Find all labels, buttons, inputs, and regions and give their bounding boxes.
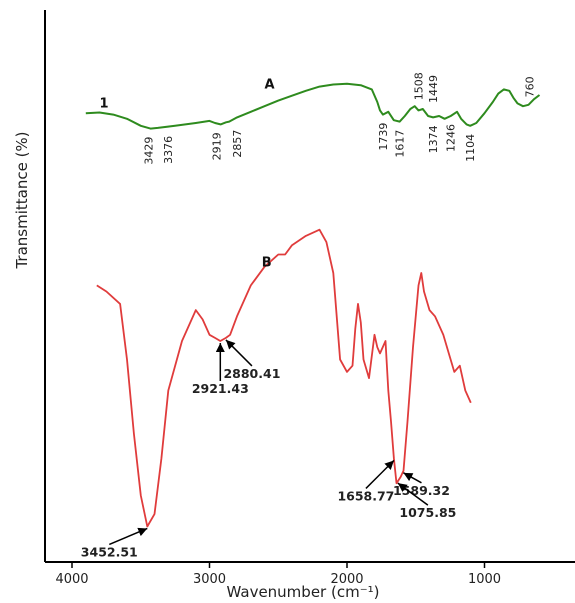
series-B-peak-label: 1658.77 [337,488,394,503]
x-axis-title: Wavenumber (cm⁻¹) [227,583,380,601]
x-tick-label: 2000 [330,572,363,587]
series-A-peak-label: 1739 [377,123,390,151]
series-A-peak-label: 2919 [211,132,224,160]
series-B-peak-arrow [225,339,253,367]
series-B-peak-label: 2921.43 [192,381,249,396]
series-A-label: A [265,77,275,92]
series-A-peak-label: 1449 [427,75,440,103]
series-A-peak-label: 3429 [143,137,156,165]
x-tick-label: 1000 [468,572,501,587]
series-A-peak-label: 1508 [413,72,426,100]
series-B-peak-arrow [365,459,395,489]
series-A-line [85,82,541,130]
series-A-peak-label: 1617 [394,130,407,158]
series-B-peak-label: 1075.85 [399,505,456,520]
x-tick-label: 4000 [55,572,88,587]
x-tick-label: 3000 [193,572,226,587]
series-B-peak-arrow [403,472,422,484]
series-A-peak-label: 1246 [445,124,458,152]
series-B-peak-arrow [108,527,148,546]
y-axis-title: Transmittance (%) [13,131,31,269]
series-A-peak-label: 760 [524,76,537,97]
series-B-peak-arrow [397,482,429,506]
series-A-peak-label: 1374 [427,125,440,153]
series-B-label: B [262,255,272,270]
series-A-peak-label: 2857 [231,130,244,158]
series-B-line [96,228,472,528]
series-B-peak-label: 2880.41 [223,366,280,381]
series-A-peak-label: 3376 [162,136,175,164]
series-A-peak-label: 1104 [464,134,477,162]
series-A-extra-label: 1 [100,97,109,112]
series-B-peak-label: 3452.51 [81,544,138,559]
